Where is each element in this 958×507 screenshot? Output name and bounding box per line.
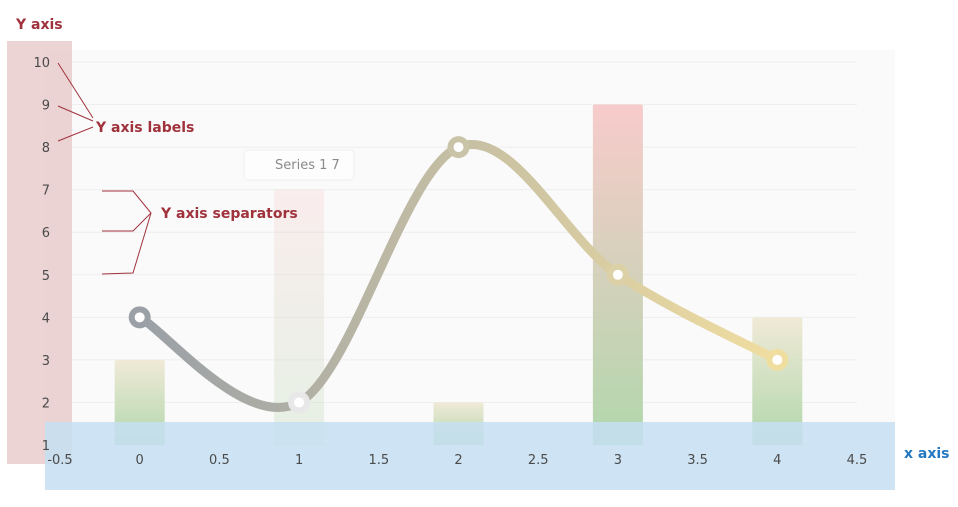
y-tick-label: 8	[42, 141, 50, 156]
series-points	[128, 136, 789, 414]
y-tick-label: 5	[42, 269, 50, 284]
tooltip-box	[243, 149, 355, 181]
x-tick-label: 0.5	[209, 453, 230, 468]
y-axis-annotation: Y axis	[15, 17, 63, 33]
x-axis-annotation: x axis	[904, 446, 950, 462]
annotation-connectors	[57, 62, 152, 275]
y-tick-label: 6	[42, 226, 50, 241]
data-point-center	[453, 142, 464, 153]
labels-connector	[57, 62, 94, 142]
x-tick-label: 1.5	[368, 453, 389, 468]
y-axis-highlight	[7, 41, 72, 464]
y-axis-separators-annotation: Y axis separators	[160, 206, 298, 222]
x-tick-label: 0	[136, 453, 144, 468]
y-tick-label: 9	[42, 99, 50, 114]
y-tick-label: 10	[33, 56, 50, 71]
x-tick-label: 4.5	[847, 453, 868, 468]
x-tick-labels: -0.5 0 0.5 1 1.5 2 2.5 3 3.5 4 4.5	[47, 453, 867, 468]
y-tick-labels: 1 2 3 4 5 6 7 8 9 10	[33, 56, 50, 454]
bar[interactable]	[274, 189, 325, 445]
y-tick-label: 1	[42, 439, 50, 454]
y-tick-label: 4	[42, 311, 50, 326]
y-tick-label: 2	[42, 396, 50, 411]
separators-connector	[101, 190, 152, 275]
x-tick-label: 4	[773, 453, 781, 468]
data-point-center	[134, 312, 145, 323]
x-tick-label: 2.5	[528, 453, 549, 468]
data-point-center	[612, 269, 623, 280]
x-tick-label: 3.5	[687, 453, 708, 468]
x-axis-highlight	[45, 422, 895, 490]
y-tick-label: 3	[42, 354, 50, 369]
tooltip: Series 1 7	[243, 149, 355, 181]
x-tick-label: 1	[295, 453, 303, 468]
x-tick-label: 2	[454, 453, 462, 468]
y-tick-label: 7	[42, 184, 50, 199]
data-point-center	[294, 397, 305, 408]
data-point-center	[772, 354, 783, 365]
x-tick-label: -0.5	[47, 453, 72, 468]
tooltip-label: Series 1 7	[275, 158, 340, 173]
y-axis-labels-annotation: Y axis labels	[95, 120, 194, 136]
x-tick-label: 3	[614, 453, 622, 468]
